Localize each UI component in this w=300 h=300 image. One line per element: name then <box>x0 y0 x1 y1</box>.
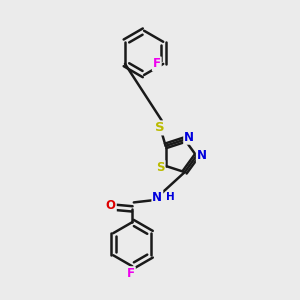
Text: N: N <box>197 149 207 162</box>
Text: F: F <box>153 57 161 70</box>
Text: F: F <box>127 267 135 280</box>
Text: S: S <box>156 161 165 174</box>
Text: O: O <box>106 200 116 212</box>
Text: N: N <box>152 190 162 204</box>
Text: S: S <box>155 122 165 134</box>
Text: N: N <box>184 131 194 144</box>
Text: H: H <box>166 192 175 202</box>
